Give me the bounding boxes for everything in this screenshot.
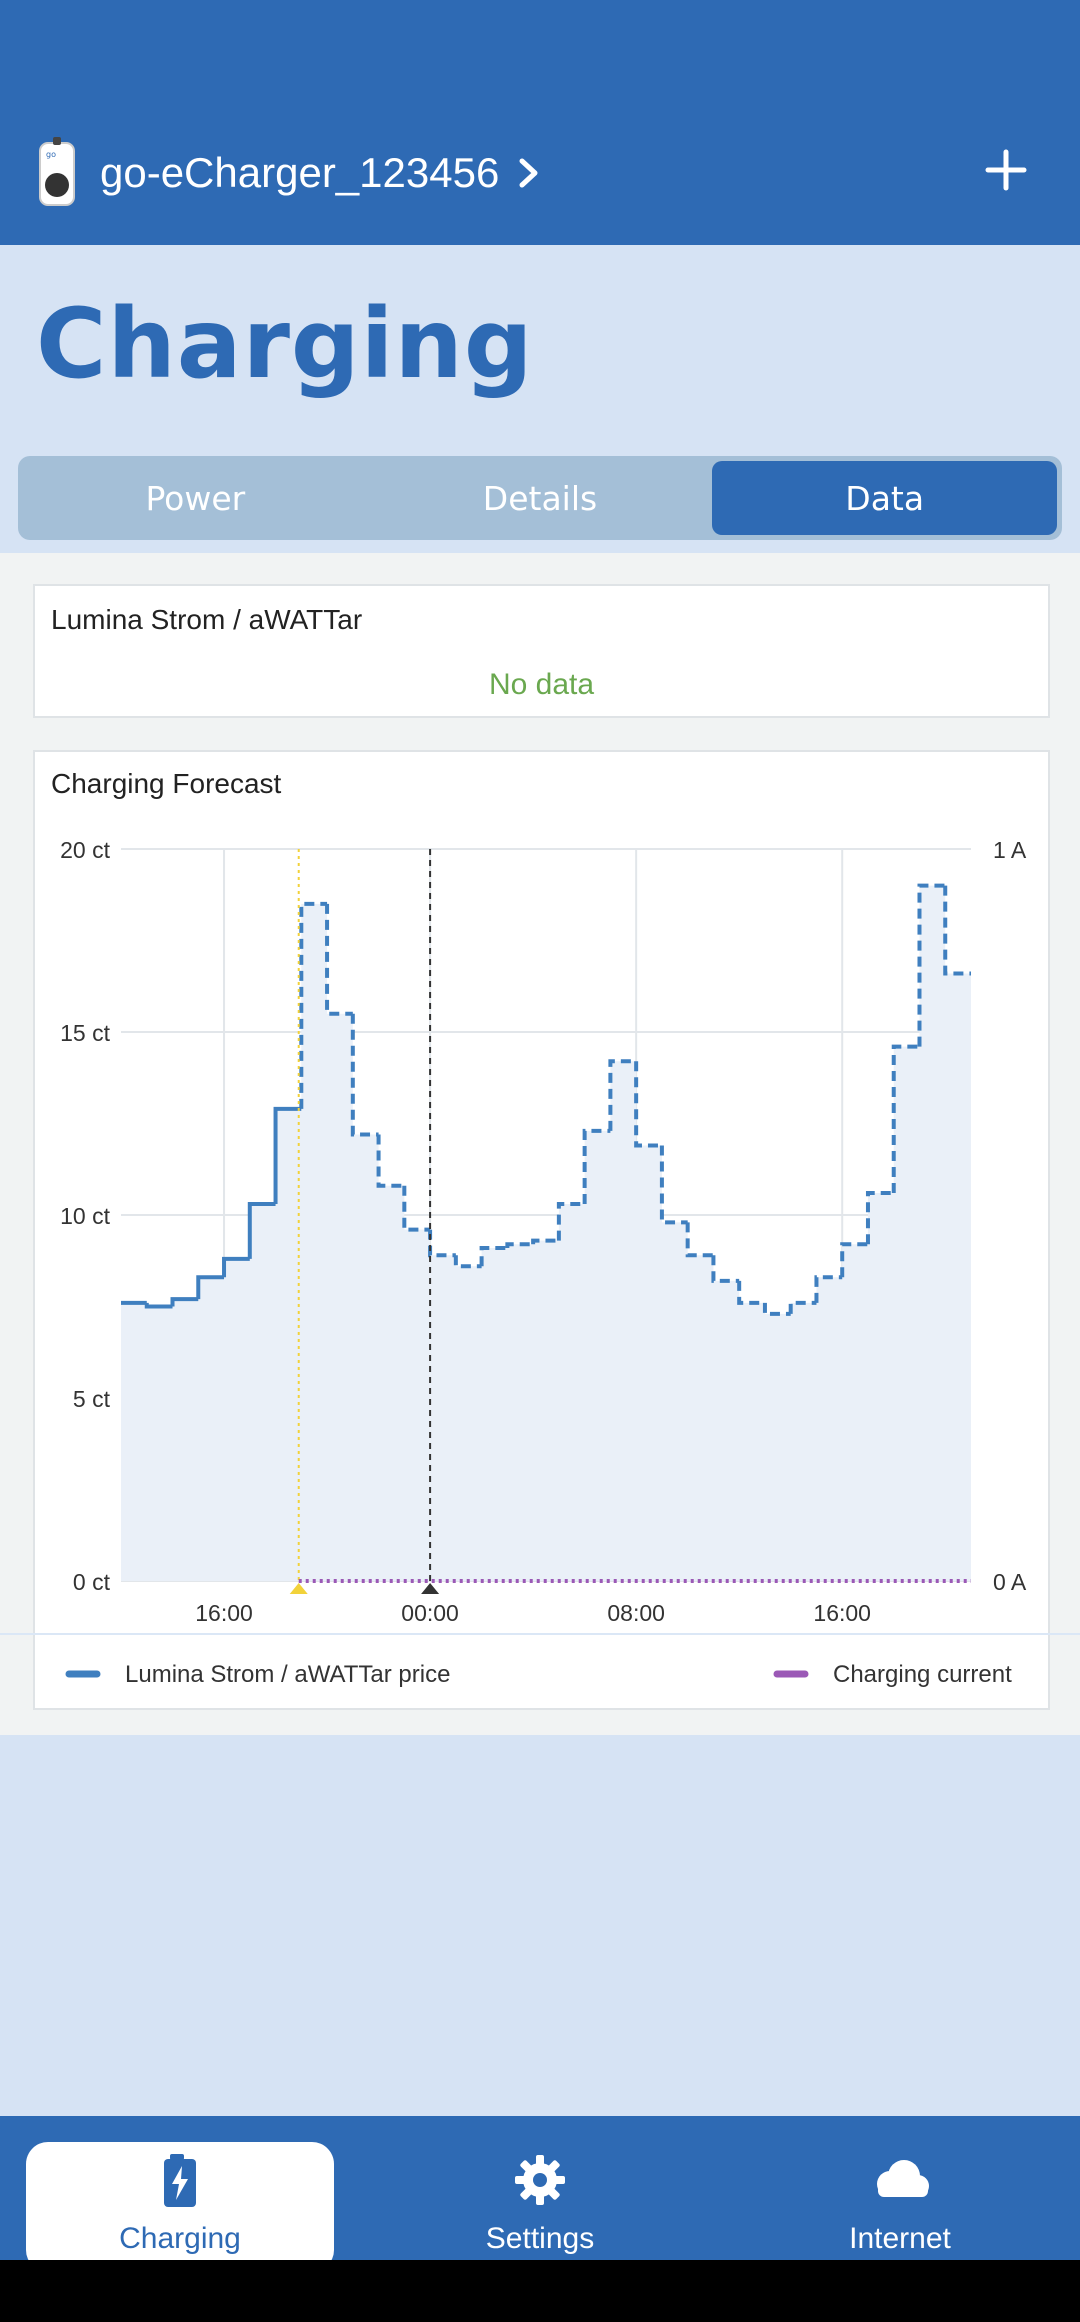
- y-tick-label: 15 ct: [60, 1020, 110, 1046]
- legend-label: Charging current: [833, 1661, 1012, 1688]
- y-tick-label: 10 ct: [60, 1203, 110, 1229]
- tab-bar: Power Details Data: [18, 456, 1062, 540]
- top-app-bar: go go-eCharger_123456: [0, 0, 1080, 245]
- gear-icon: [515, 2155, 565, 2205]
- forecast-card-title: Charging Forecast: [51, 768, 282, 799]
- y-right-tick-label: 1 A: [993, 837, 1027, 863]
- battery-bolt-icon: [164, 2154, 196, 2207]
- add-device-icon[interactable]: [982, 146, 1030, 194]
- charger-device-icon: go: [39, 137, 75, 206]
- tariff-card-title: Lumina Strom / aWATTar: [51, 604, 363, 635]
- x-tick-label: 16:00: [195, 1600, 253, 1626]
- price-area: [121, 885, 971, 1581]
- tab-power[interactable]: Power: [145, 478, 246, 518]
- y-tick-label: 5 ct: [73, 1386, 111, 1412]
- device-selector[interactable]: go go-eCharger_123456: [36, 136, 541, 210]
- system-navigation-bar: [0, 2260, 1080, 2322]
- start-marker-arrow: [289, 1583, 308, 1594]
- now-marker-arrow: [421, 1583, 440, 1594]
- nav-label: Internet: [849, 2222, 951, 2255]
- device-name: go-eCharger_123456: [100, 149, 500, 196]
- tab-data[interactable]: Data: [712, 461, 1058, 535]
- price-line-actual: [121, 1106, 302, 1309]
- tariff-status: No data: [488, 668, 595, 701]
- y-tick-label: 0 ct: [73, 1569, 111, 1595]
- nav-charging[interactable]: Charging: [26, 2142, 334, 2272]
- page-title: Charging: [36, 288, 534, 400]
- legend-divider: [0, 1633, 1080, 1635]
- x-tick-label: 08:00: [607, 1600, 665, 1626]
- nav-settings[interactable]: Settings: [386, 2142, 694, 2270]
- cloud-icon: [877, 2160, 929, 2197]
- tariff-card: Lumina Strom / aWATTar No data: [33, 584, 1050, 718]
- nav-internet[interactable]: Internet: [746, 2142, 1054, 2270]
- legend-label: Lumina Strom / aWATTar price: [125, 1661, 450, 1688]
- chevron-right-icon: [519, 158, 538, 188]
- nav-label: Settings: [485, 2222, 595, 2255]
- tab-details[interactable]: Details: [482, 478, 598, 518]
- x-tick-label: 00:00: [401, 1600, 459, 1626]
- svg-text:go: go: [46, 150, 56, 159]
- charging-forecast-chart: 0 ct 5 ct 10 ct 15 ct 20 ct 0 A 1 A 16:00 00:00 0…: [60, 837, 1027, 1688]
- bottom-navigation: Charging Settings: [0, 2116, 1080, 2272]
- price-line-forecast: [299, 883, 971, 1316]
- nav-label: Charging: [119, 2222, 241, 2255]
- y-tick-label: 20 ct: [60, 837, 110, 863]
- y-right-tick-label: 0 A: [993, 1569, 1027, 1595]
- x-tick-label: 16:00: [813, 1600, 871, 1626]
